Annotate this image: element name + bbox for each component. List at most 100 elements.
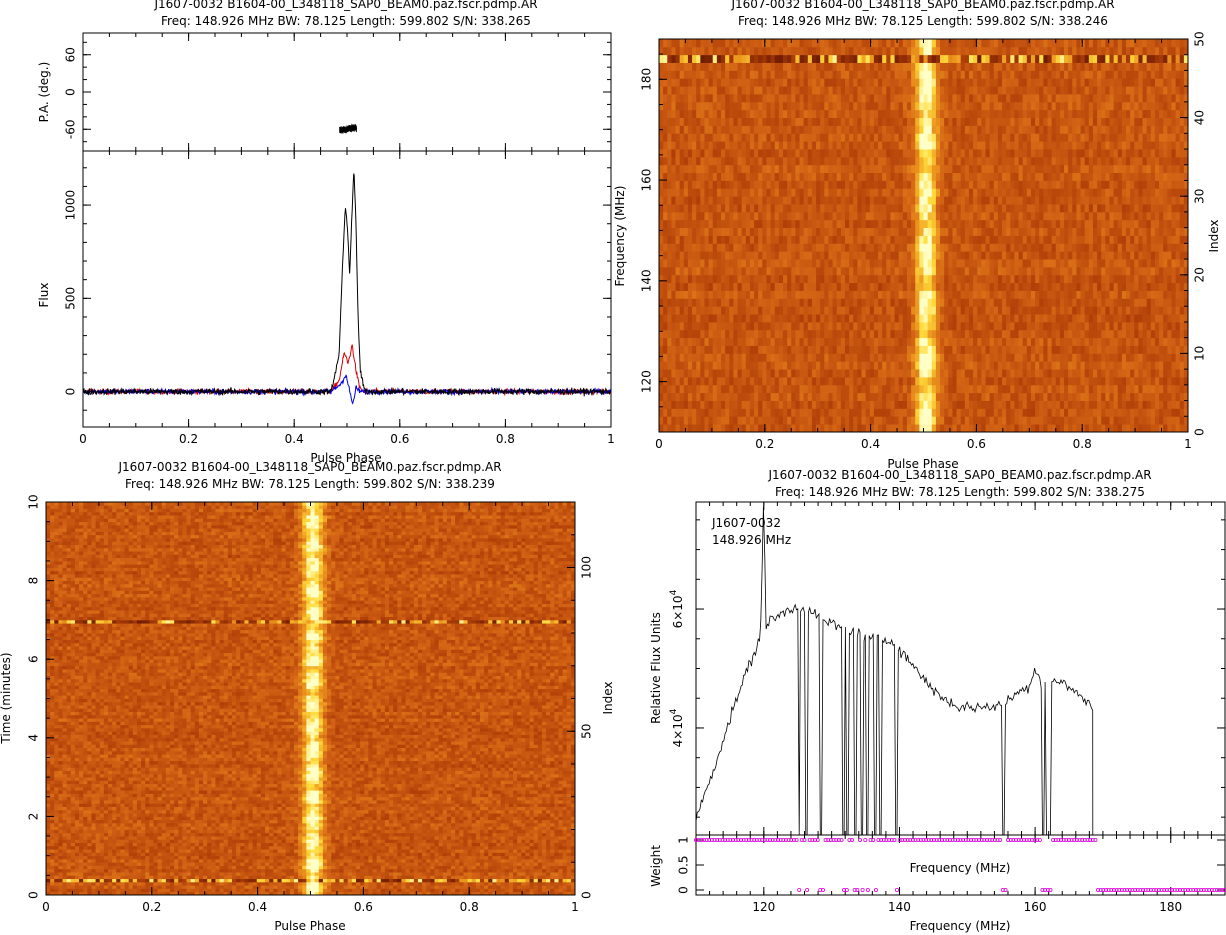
heatmap-cell — [833, 236, 838, 244]
heatmap-cell — [1109, 251, 1114, 259]
heatmap-cell — [948, 180, 953, 188]
heatmap-cell — [1002, 338, 1007, 346]
heatmap-cell — [750, 298, 755, 306]
heatmap-cell — [1097, 188, 1102, 196]
heatmap-cell — [1064, 416, 1069, 424]
heatmap-cell — [990, 306, 995, 314]
heatmap-cell — [1105, 353, 1110, 361]
heatmap-cell — [1047, 338, 1052, 346]
heatmap-cell — [911, 204, 916, 212]
heatmap-cell — [750, 385, 755, 393]
heatmap-cell — [671, 291, 676, 299]
heatmap-cell — [981, 369, 986, 377]
heatmap-cell — [787, 228, 792, 236]
heatmap-cell — [907, 173, 912, 181]
heatmap-cell — [841, 401, 846, 409]
heatmap-cell — [936, 141, 941, 149]
heatmap-cell — [932, 306, 937, 314]
heatmap-cell — [1171, 283, 1176, 291]
heatmap-cell — [957, 149, 962, 157]
heatmap-cell — [895, 188, 900, 196]
heatmap-cell — [824, 220, 829, 228]
heatmap-cell — [1019, 180, 1024, 188]
heatmap-cell — [758, 243, 763, 251]
heatmap-cell — [841, 298, 846, 306]
heatmap-cell — [808, 149, 813, 157]
heatmap-cell — [882, 180, 887, 188]
heatmap-cell — [758, 408, 763, 416]
heatmap-cell — [667, 298, 672, 306]
heatmap-cell — [994, 322, 999, 330]
heatmap-cell — [676, 306, 681, 314]
heatmap-cell — [973, 180, 978, 188]
heatmap-cell — [1180, 243, 1185, 251]
heatmap-cell — [919, 338, 924, 346]
heatmap-cell — [833, 204, 838, 212]
heatmap-cell — [870, 346, 875, 354]
heatmap-cell — [783, 353, 788, 361]
heatmap-cell — [1072, 212, 1077, 220]
heatmap-cell — [1064, 298, 1069, 306]
heatmap-cell — [985, 275, 990, 283]
pa-frame — [83, 33, 611, 151]
heatmap-cell — [1023, 149, 1028, 157]
heatmap-cell — [680, 338, 685, 346]
heatmap-cell — [667, 220, 672, 228]
heatmap-cell — [725, 393, 730, 401]
heatmap-cell — [886, 196, 891, 204]
heatmap-cell — [1019, 259, 1024, 267]
heatmap-cell — [721, 401, 726, 409]
heatmap-cell — [1163, 220, 1168, 228]
heatmap-cell — [857, 275, 862, 283]
heatmap-cell — [841, 385, 846, 393]
heatmap-cell — [952, 353, 957, 361]
heatmap-cell — [1085, 338, 1090, 346]
heatmap-cell — [849, 385, 854, 393]
heatmap-cell — [1105, 306, 1110, 314]
heatmap-cell — [1072, 401, 1077, 409]
heatmap-cell — [808, 401, 813, 409]
heatmap-cell — [795, 157, 800, 165]
heatmap-cell — [754, 251, 759, 259]
heatmap-cell — [998, 401, 1003, 409]
heatmap-cell — [684, 291, 689, 299]
heatmap-cell — [688, 251, 693, 259]
heatmap-cell — [936, 377, 941, 385]
heatmap-cell — [981, 173, 986, 181]
heatmap-cell — [1118, 196, 1123, 204]
heatmap-cell — [994, 283, 999, 291]
heatmap-cell — [1105, 322, 1110, 330]
heatmap-cell — [1176, 188, 1181, 196]
heatmap-cell — [998, 416, 1003, 424]
heatmap-cell — [659, 338, 664, 346]
heatmap-cell — [1056, 291, 1061, 299]
heatmap-cell — [1122, 385, 1127, 393]
heatmap-cell — [1081, 377, 1086, 385]
heatmap-cell — [932, 377, 937, 385]
heatmap-cell — [1056, 251, 1061, 259]
heatmap-cell — [1105, 251, 1110, 259]
heatmap-cell — [1118, 346, 1123, 354]
heatmap-cell — [667, 212, 672, 220]
heatmap-cell — [1130, 165, 1135, 173]
heatmap-cell — [762, 275, 767, 283]
heatmap-cell — [1002, 165, 1007, 173]
heatmap-cell — [977, 275, 982, 283]
heatmap-cell — [870, 259, 875, 267]
heatmap-cell — [676, 393, 681, 401]
heatmap-cell — [936, 322, 941, 330]
heatmap-cell — [762, 149, 767, 157]
heatmap-cell — [1101, 408, 1106, 416]
heatmap-cell — [845, 157, 850, 165]
heatmap-cell — [1085, 408, 1090, 416]
heatmap-cell — [1097, 385, 1102, 393]
heatmap-cell — [816, 283, 821, 291]
heatmap-cell — [738, 212, 743, 220]
heatmap-cell — [862, 338, 867, 346]
heatmap-cell — [791, 173, 796, 181]
heatmap-cell — [1167, 401, 1172, 409]
heatmap-cell — [721, 377, 726, 385]
heatmap-cell — [1163, 149, 1168, 157]
heatmap-cell — [704, 298, 709, 306]
heatmap-cell — [973, 236, 978, 244]
